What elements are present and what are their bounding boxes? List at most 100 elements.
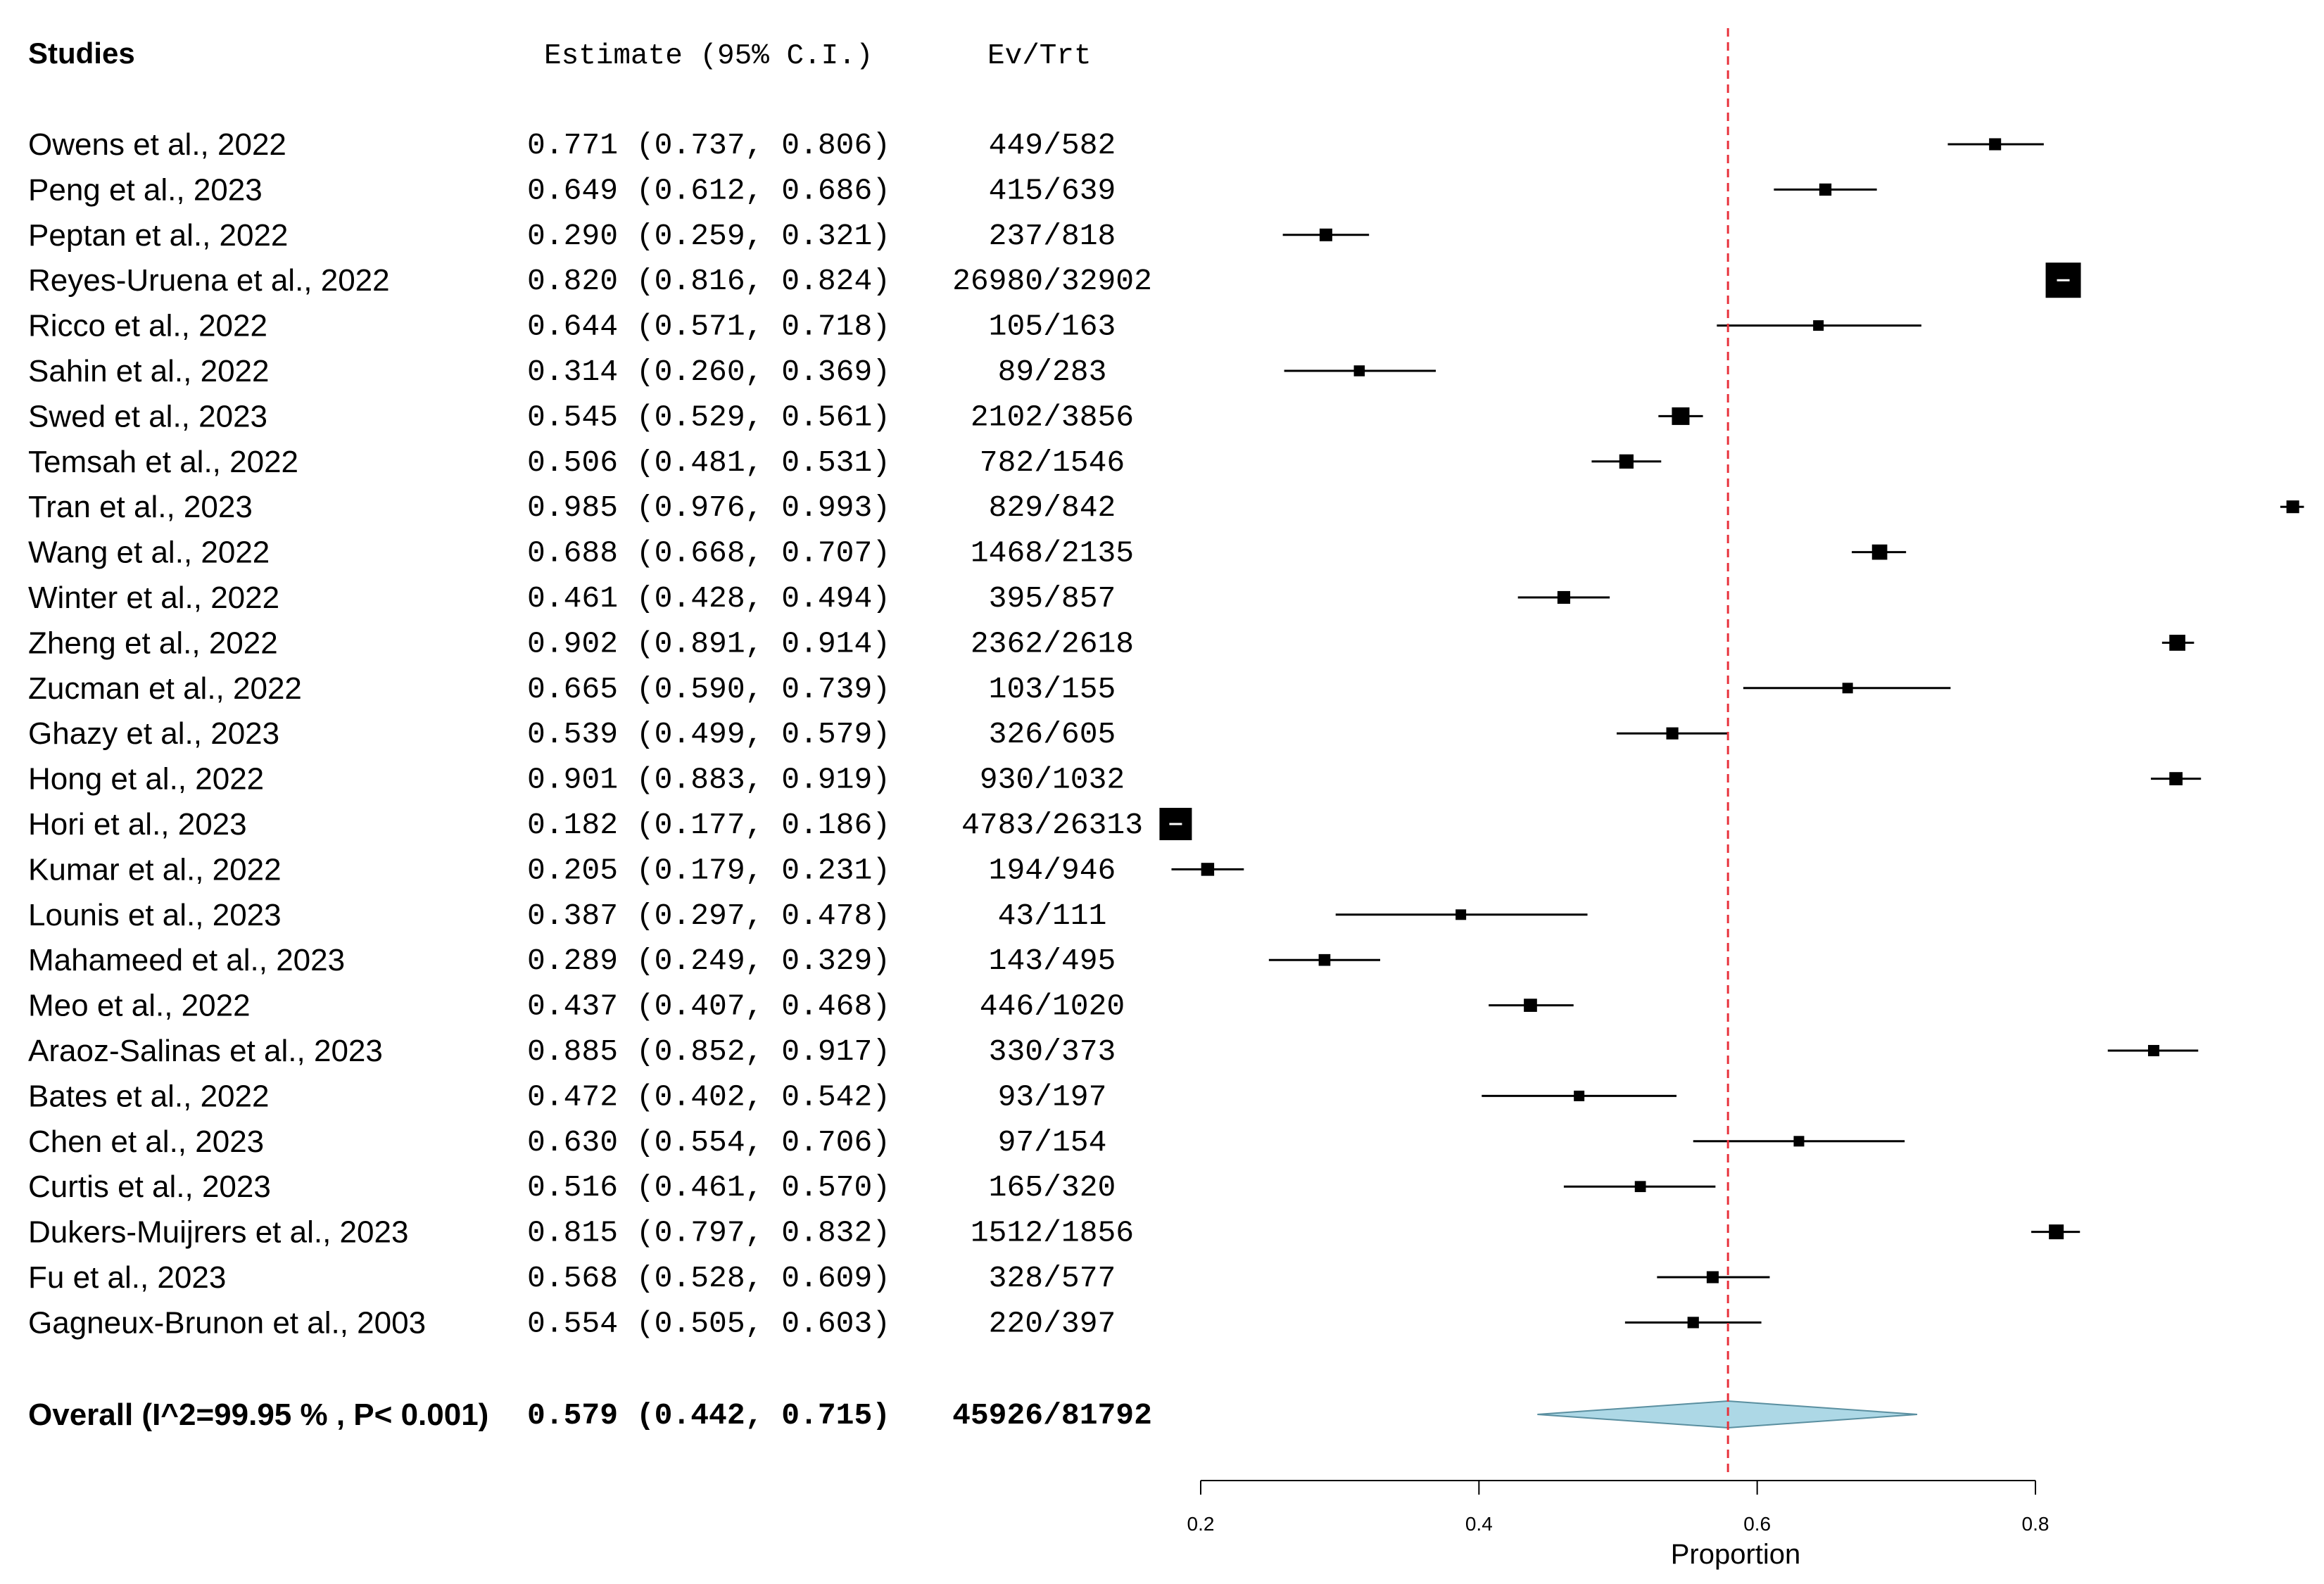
estimate-square <box>1813 320 1824 331</box>
events-label: 326/605 <box>989 717 1116 752</box>
events-label: 89/283 <box>998 355 1107 389</box>
estimate-square <box>2147 1044 2160 1057</box>
estimate-ci-label: 0.902 (0.891, 0.914) <box>527 626 890 661</box>
events-label: 143/495 <box>989 944 1116 978</box>
events-label: 395/857 <box>989 581 1116 616</box>
study-label: Mahameed et al., 2023 <box>28 943 345 977</box>
events-label: 1512/1856 <box>971 1216 1134 1250</box>
events-label: 165/320 <box>989 1170 1116 1205</box>
events-label: 43/111 <box>998 899 1107 933</box>
estimate-ci-label: 0.290 (0.259, 0.321) <box>527 219 890 253</box>
events-label: 330/373 <box>989 1034 1116 1069</box>
estimate-square <box>2049 1224 2064 1240</box>
events-label: 449/582 <box>989 128 1116 163</box>
study-label: Hong et al., 2022 <box>28 762 264 797</box>
tick-label: 0.6 <box>1743 1513 1771 1535</box>
estimate-ci-label: 0.665 (0.590, 0.739) <box>527 672 890 707</box>
estimate-square <box>1353 365 1365 376</box>
header-studies: Studies <box>28 37 135 70</box>
estimate-ci-label: 0.820 (0.816, 0.824) <box>527 264 890 298</box>
estimate-ci-label: 0.289 (0.249, 0.329) <box>527 944 890 978</box>
events-label: 446/1020 <box>980 989 1125 1024</box>
estimate-ci-label: 0.545 (0.529, 0.561) <box>527 400 890 434</box>
study-label: Sahin et al., 2022 <box>28 354 269 388</box>
estimate-square <box>1619 454 1634 469</box>
study-label: Zheng et al., 2022 <box>28 626 278 660</box>
tick-label: 0.4 <box>1465 1513 1493 1535</box>
study-label: Kumar et al., 2022 <box>28 852 282 887</box>
events-label: 829/842 <box>989 490 1116 525</box>
estimate-square <box>1557 590 1570 604</box>
estimate-ci-label: 0.644 (0.571, 0.718) <box>527 310 890 344</box>
estimate-square <box>1706 1271 1719 1284</box>
events-label: 105/163 <box>989 310 1116 344</box>
estimate-square <box>1842 683 1853 694</box>
estimate-ci-label: 0.815 (0.797, 0.832) <box>527 1216 890 1250</box>
estimate-ci-label: 0.630 (0.554, 0.706) <box>527 1125 890 1160</box>
study-label: Fu et al., 2023 <box>28 1260 226 1295</box>
study-label: Wang et al., 2022 <box>28 536 270 570</box>
estimate-square <box>1672 407 1690 425</box>
header-estimate: Estimate (95% C.I.) <box>544 40 873 72</box>
events-label: 194/946 <box>989 853 1116 887</box>
overall-label: Overall (I^2=99.95 % , P< 0.001) <box>28 1398 488 1432</box>
tick-label: 0.2 <box>1187 1513 1215 1535</box>
x-axis: 0.2 0.4 0.6 0.8 Proportion <box>1187 1480 2049 1570</box>
estimate-ci-label: 0.472 (0.402, 0.542) <box>527 1079 890 1114</box>
estimate-ci-label: 0.314 (0.260, 0.369) <box>527 355 890 389</box>
x-axis-label: Proportion <box>1671 1539 1801 1570</box>
study-label: Reyes-Uruena et al., 2022 <box>28 263 390 298</box>
estimate-ci-label: 0.771 (0.737, 0.806) <box>527 128 890 163</box>
events-label: 103/155 <box>989 672 1116 707</box>
events-label: 328/577 <box>989 1261 1116 1295</box>
study-label: Bates et al., 2022 <box>28 1079 269 1113</box>
estimate-square <box>2169 772 2183 785</box>
study-label: Peng et al., 2023 <box>28 172 263 207</box>
study-label: Hori et al., 2023 <box>28 807 247 842</box>
estimate-ci-label: 0.885 (0.852, 0.917) <box>527 1034 890 1069</box>
events-label: 1468/2135 <box>971 536 1134 571</box>
estimate-square <box>1455 909 1467 920</box>
study-label: Gagneux-Brunon et al., 2003 <box>28 1305 426 1340</box>
header-events: Ev/Trt <box>987 40 1092 72</box>
estimate-ci-label: 0.539 (0.499, 0.579) <box>527 717 890 752</box>
estimate-square <box>1666 727 1679 740</box>
estimate-square <box>1201 863 1215 876</box>
overall-estimate-ci: 0.579 (0.442, 0.715) <box>527 1398 890 1433</box>
study-label: Araoz-Salinas et al., 2023 <box>28 1034 383 1068</box>
estimate-ci-label: 0.985 (0.976, 0.993) <box>527 490 890 525</box>
study-rows: Owens et al., 2022 0.771 (0.737, 0.806) 44… <box>28 127 1152 1433</box>
estimate-square <box>1687 1317 1699 1329</box>
study-label: Chen et al., 2023 <box>28 1124 264 1159</box>
estimate-square <box>1318 953 1331 966</box>
estimate-square <box>1634 1181 1646 1193</box>
estimate-ci-label: 0.506 (0.481, 0.531) <box>527 445 890 480</box>
events-label: 782/1546 <box>980 445 1125 480</box>
plot-marks <box>1159 28 2304 1474</box>
study-label: Swed et al., 2023 <box>28 399 267 433</box>
events-label: 415/639 <box>989 173 1116 208</box>
study-label: Ricco et al., 2022 <box>28 309 267 343</box>
events-label: 237/818 <box>989 219 1116 253</box>
estimate-ci-label: 0.554 (0.505, 0.603) <box>527 1306 890 1341</box>
study-label: Zucman et al., 2022 <box>28 671 302 706</box>
study-label: Peptan et al., 2022 <box>28 218 288 253</box>
estimate-ci-label: 0.568 (0.528, 0.609) <box>527 1261 890 1295</box>
estimate-square <box>2286 500 2299 514</box>
estimate-square <box>1319 228 1332 241</box>
estimate-square <box>1871 544 1888 560</box>
events-label: 220/397 <box>989 1306 1116 1341</box>
study-label: Curtis et al., 2023 <box>28 1170 271 1204</box>
study-label: Owens et al., 2022 <box>28 127 286 162</box>
overall-events: 45926/81792 <box>952 1398 1152 1433</box>
estimate-square <box>1524 999 1537 1012</box>
estimate-square <box>1793 1136 1805 1147</box>
study-label: Dukers-Muijrers et al., 2023 <box>28 1215 408 1250</box>
estimate-square <box>1819 183 1832 196</box>
events-label: 930/1032 <box>980 763 1125 797</box>
estimate-ci-label: 0.516 (0.461, 0.570) <box>527 1170 890 1205</box>
estimate-ci-label: 0.205 (0.179, 0.231) <box>527 853 890 887</box>
study-label: Lounis et al., 2023 <box>28 898 282 932</box>
estimate-ci-label: 0.437 (0.407, 0.468) <box>527 989 890 1024</box>
